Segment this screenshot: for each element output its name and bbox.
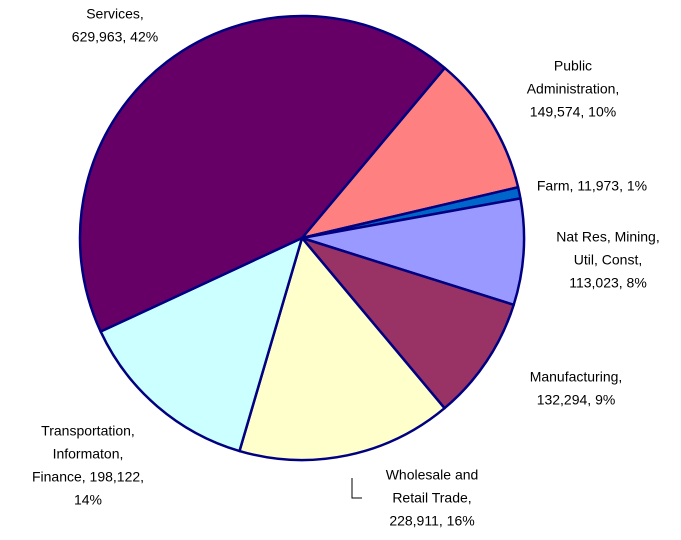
data-label: 132,294, 9% [537,392,616,408]
data-label: Transportation, [41,423,135,439]
data-label: Administration, [527,81,620,97]
data-label: Util, Const, [574,252,642,268]
data-label: Wholesale and [386,467,479,483]
data-label: 629,963, 42% [72,29,158,45]
pie-slice [300,197,526,307]
data-label: 113,023, 8% [569,275,647,291]
pie-slice [238,236,446,462]
data-label: 228,911, 16% [389,513,474,529]
data-label: Manufacturing, [530,369,623,385]
pie-slice [300,236,515,410]
pie-slice [78,14,446,333]
pie-slice [300,66,520,240]
leader-line [351,478,362,499]
data-label: Public [554,58,592,74]
data-label: Retail Trade, [392,490,471,506]
data-label: Nat Res, Mining, [556,229,659,245]
data-label: Finance, 198,122, [32,469,144,485]
data-label: 149,574, 10% [530,104,616,120]
pie-slice [99,236,304,453]
data-label: 14% [74,492,102,508]
data-label: Services, [86,6,144,22]
data-label: Farm, 11,973, 1% [537,178,647,194]
data-label: Informaton, [53,446,124,462]
